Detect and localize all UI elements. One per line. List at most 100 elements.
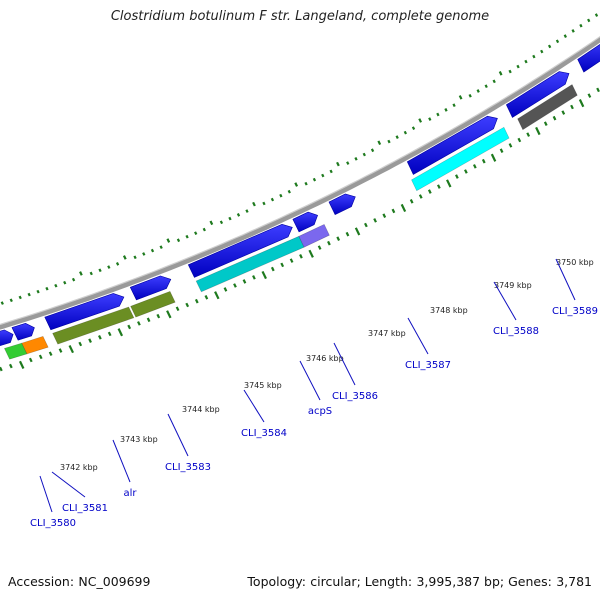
map-title: Clostridium botulinum F str. Langeland, … [110, 9, 490, 24]
tick-mark [498, 71, 503, 76]
tick-mark [63, 280, 67, 285]
inner-tick-row [0, 87, 600, 372]
tick-mark [209, 220, 214, 226]
label-leader [39, 475, 53, 513]
tick-mark [242, 279, 247, 284]
tick-mark [312, 177, 317, 182]
tick-mark [543, 121, 548, 126]
tick-mark [279, 193, 283, 198]
tick-mark [484, 84, 488, 89]
kbp-label-row: 3742 kbp 3743 kbp 3744 kbp 3745 kbp 3746 kbp… [60, 258, 594, 472]
cds-row [0, 43, 600, 346]
tick-mark [122, 255, 127, 260]
tick-mark [579, 23, 583, 28]
tick-mark [185, 302, 190, 308]
gene-label[interactable]: CLI_3589 [552, 306, 598, 317]
tick-mark [308, 249, 314, 258]
cog-bar [21, 336, 49, 355]
cds-arrow [577, 43, 600, 73]
tick-mark [45, 286, 49, 291]
tick-mark [156, 313, 161, 319]
tick-mark [555, 39, 560, 44]
tick-mark [18, 360, 25, 369]
kbp-label: 3742 kbp [60, 463, 98, 472]
tick-mark [78, 341, 83, 347]
tick-mark [236, 213, 241, 217]
tick-mark [321, 173, 325, 178]
tick-mark [9, 298, 13, 303]
label-leader [555, 258, 576, 301]
gene-label[interactable]: CLI_3587 [405, 360, 451, 371]
cds-arrow [129, 275, 172, 301]
tick-mark [228, 216, 232, 221]
tick-mark [517, 137, 522, 143]
tick-mark [245, 209, 249, 213]
cog-bar [130, 291, 176, 318]
tick-mark [395, 135, 399, 139]
tick-mark [262, 201, 266, 206]
tick-mark [150, 248, 155, 253]
tick-mark [175, 306, 180, 312]
tick-mark [317, 245, 322, 250]
cds-arrow [187, 223, 293, 278]
tick-mark [594, 13, 599, 17]
outer-tick-row [0, 13, 599, 305]
tick-mark [387, 139, 391, 144]
tick-mark [58, 348, 63, 353]
tick-mark [336, 161, 340, 167]
gene-label[interactable]: CLI_3583 [165, 462, 211, 473]
tick-mark [476, 89, 480, 93]
kbp-label: 3748 kbp [430, 306, 468, 315]
cds-arrow [44, 293, 125, 331]
tick-mark [98, 268, 102, 273]
tick-mark [587, 18, 591, 23]
tick-mark [36, 289, 40, 294]
tick-mark [294, 182, 299, 187]
backbone-highlight [0, 35, 600, 326]
cds-arrow [506, 71, 570, 118]
tick-mark [377, 140, 382, 146]
tick-mark [428, 117, 432, 121]
tick-mark [499, 148, 504, 153]
gene-label[interactable]: CLI_3580 [30, 518, 76, 529]
tick-mark [464, 169, 468, 174]
tick-mark [596, 87, 600, 93]
tick-mark [427, 189, 432, 194]
tick-mark [107, 331, 112, 337]
tick-mark [370, 148, 375, 153]
label-leader [112, 439, 131, 483]
gene-label[interactable]: alr [123, 488, 137, 499]
tick-mark [117, 328, 124, 337]
tick-mark [270, 266, 275, 272]
gene-label[interactable]: CLI_3581 [62, 503, 108, 514]
label-leader [407, 317, 429, 355]
tick-mark [345, 231, 350, 237]
tick-mark [289, 258, 294, 263]
tick-mark [27, 292, 31, 297]
tick-mark [270, 197, 275, 202]
gene-label[interactable]: CLI_3586 [332, 391, 378, 402]
genome-summary-text: Topology: circular; Length: 3,995,387 bp; … [247, 574, 592, 589]
tick-mark [233, 283, 237, 288]
tick-mark [142, 252, 146, 256]
tick-mark [552, 115, 557, 121]
gene-label[interactable]: acpS [308, 406, 332, 417]
tick-mark [508, 69, 512, 74]
tick-mark [468, 93, 472, 98]
tick-mark [166, 238, 171, 243]
gene-label[interactable]: CLI_3584 [241, 428, 287, 439]
cog-bar [411, 126, 510, 192]
tick-mark [71, 277, 76, 282]
cds-arrow [11, 322, 35, 341]
kbp-label: 3746 kbp [306, 354, 344, 363]
tick-mark [391, 208, 396, 214]
tick-mark [0, 301, 4, 305]
kbp-label: 3743 kbp [120, 435, 158, 444]
tick-mark [159, 245, 163, 249]
tick-mark [492, 79, 496, 84]
tick-mark [38, 354, 43, 360]
tick-mark [362, 152, 366, 157]
gene-label[interactable]: CLI_3588 [493, 326, 539, 337]
tick-mark [516, 64, 520, 69]
label-leader [51, 471, 86, 498]
